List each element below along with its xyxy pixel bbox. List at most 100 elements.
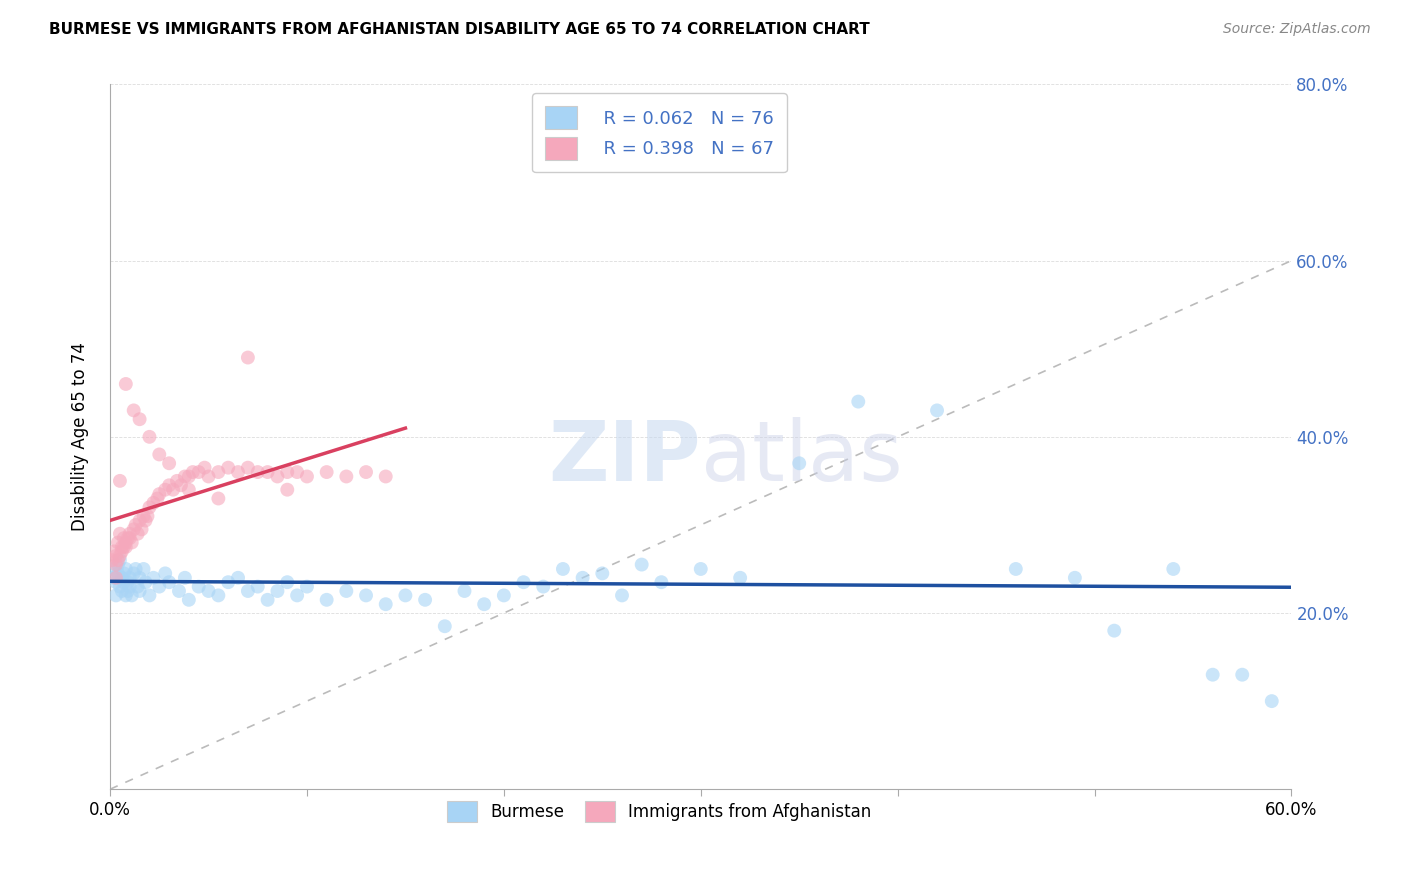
Point: [128, 412, 150, 426]
Point: [571, 571, 593, 585]
Point: [157, 575, 180, 590]
Point: [266, 584, 288, 599]
Point: [128, 514, 150, 528]
Y-axis label: Disability Age 65 to 74: Disability Age 65 to 74: [72, 343, 89, 532]
Point: [104, 558, 127, 572]
Point: [121, 535, 143, 549]
Point: [492, 588, 515, 602]
Point: [177, 483, 200, 497]
Point: [166, 474, 188, 488]
Point: [111, 544, 134, 558]
Point: [103, 571, 125, 585]
Point: [142, 496, 165, 510]
Point: [112, 575, 135, 590]
Point: [187, 580, 209, 594]
Point: [124, 562, 146, 576]
Point: [1232, 667, 1254, 681]
Point: [117, 575, 139, 590]
Point: [1102, 624, 1125, 638]
Point: [433, 619, 456, 633]
Point: [107, 535, 129, 549]
Point: [148, 580, 170, 594]
Point: [217, 575, 239, 590]
Point: [132, 509, 155, 524]
Legend: Burmese, Immigrants from Afghanistan: Burmese, Immigrants from Afghanistan: [436, 789, 883, 834]
Point: [226, 571, 249, 585]
Point: [295, 469, 318, 483]
Point: [111, 584, 134, 599]
Point: [236, 351, 259, 365]
Point: [142, 571, 165, 585]
Point: [112, 531, 135, 545]
Point: [256, 592, 278, 607]
Point: [1004, 562, 1026, 576]
Point: [610, 588, 633, 602]
Point: [1163, 562, 1185, 576]
Point: [650, 575, 672, 590]
Point: [127, 580, 149, 594]
Point: [114, 540, 136, 554]
Point: [118, 526, 141, 541]
Point: [108, 553, 131, 567]
Point: [146, 491, 169, 506]
Point: [394, 588, 416, 602]
Point: [122, 566, 145, 581]
Point: [157, 456, 180, 470]
Point: [177, 592, 200, 607]
Point: [108, 526, 131, 541]
Point: [1063, 571, 1085, 585]
Point: [787, 456, 810, 470]
Point: [153, 483, 176, 497]
Point: [122, 522, 145, 536]
Point: [131, 522, 153, 536]
Point: [207, 491, 229, 506]
Point: [112, 566, 135, 581]
Point: [117, 531, 139, 545]
Point: [117, 584, 139, 599]
Point: [236, 584, 259, 599]
Point: [104, 575, 127, 590]
Point: [531, 580, 554, 594]
Point: [104, 588, 127, 602]
Point: [128, 584, 150, 599]
Point: [118, 571, 141, 585]
Point: [101, 553, 124, 567]
Point: [170, 478, 193, 492]
Point: [335, 584, 357, 599]
Point: [122, 403, 145, 417]
Point: [256, 465, 278, 479]
Point: [114, 562, 136, 576]
Point: [104, 571, 127, 585]
Point: [108, 580, 131, 594]
Point: [157, 478, 180, 492]
Point: [153, 566, 176, 581]
Point: [453, 584, 475, 599]
Point: [276, 465, 298, 479]
Point: [728, 571, 751, 585]
Point: [108, 474, 131, 488]
Point: [266, 469, 288, 483]
Point: [276, 483, 298, 497]
Point: [107, 558, 129, 572]
Point: [187, 465, 209, 479]
Point: [138, 500, 160, 515]
Point: [1202, 667, 1225, 681]
Point: [181, 465, 204, 479]
Point: [167, 584, 190, 599]
Point: [111, 571, 134, 585]
Text: ZIP: ZIP: [548, 417, 700, 499]
Point: [315, 592, 337, 607]
Point: [374, 597, 396, 611]
Point: [108, 549, 131, 563]
Point: [335, 469, 357, 483]
Point: [207, 588, 229, 602]
Point: [134, 514, 156, 528]
Point: [236, 460, 259, 475]
Point: [925, 403, 948, 417]
Point: [207, 465, 229, 479]
Point: [551, 562, 574, 576]
Point: [246, 465, 269, 479]
Point: [124, 517, 146, 532]
Point: [103, 544, 125, 558]
Point: [285, 588, 308, 602]
